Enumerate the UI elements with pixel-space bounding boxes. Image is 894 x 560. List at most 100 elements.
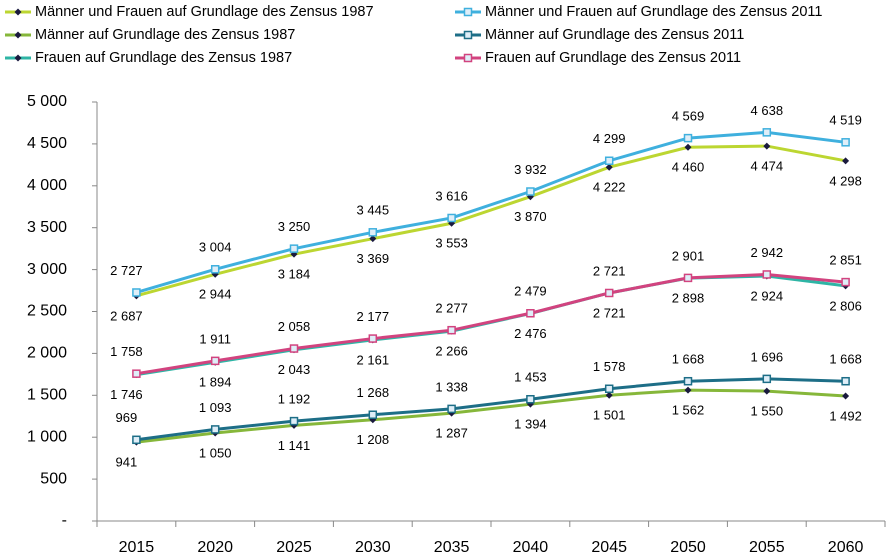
- value-label: 4 474: [751, 159, 784, 174]
- legend-marker: [463, 53, 473, 63]
- legend-marker: [14, 8, 22, 16]
- point: [762, 128, 772, 137]
- y-tick-label: 2 000: [27, 345, 67, 362]
- point: [683, 133, 693, 143]
- point: [842, 157, 850, 165]
- value-label: 1 492: [829, 408, 862, 423]
- value-label: 2 177: [357, 309, 390, 324]
- point: [132, 369, 141, 378]
- point: [604, 156, 614, 165]
- legend-label: Männer auf Grundlage des Zensus 2011: [485, 27, 744, 43]
- value-label: 3 250: [278, 219, 311, 234]
- point: [132, 435, 141, 445]
- point: [842, 392, 850, 400]
- value-label: 1 268: [357, 385, 390, 400]
- y-tick-label: 1 500: [27, 387, 67, 404]
- legend-label: Männer und Frauen auf Grundlage des Zens…: [35, 4, 374, 20]
- value-label: 1 758: [110, 344, 143, 359]
- point: [526, 394, 535, 404]
- value-label: 4 569: [672, 109, 705, 124]
- point: [447, 213, 456, 223]
- legend-label: Männer auf Grundlage des Zensus 1987: [35, 27, 295, 43]
- point: [210, 425, 220, 434]
- point: [841, 277, 850, 287]
- value-label: 1 550: [751, 404, 784, 419]
- legend-label: Frauen auf Grundlage des Zensus 1987: [35, 50, 292, 66]
- y-tick-label: 3 000: [27, 261, 67, 278]
- y-tick-label: 3 500: [27, 219, 67, 236]
- point: [841, 376, 850, 386]
- point: [683, 273, 693, 283]
- value-label: 2 924: [751, 288, 784, 303]
- y-tick-label: 5 000: [27, 93, 67, 110]
- x-tick-label: 2030: [355, 539, 391, 556]
- series-line: [136, 144, 846, 298]
- value-label: 2 721: [593, 263, 626, 278]
- series-line: [135, 130, 846, 294]
- point: [526, 187, 535, 196]
- value-label: 1 453: [514, 370, 547, 385]
- series-line: [136, 274, 846, 377]
- value-label: 1 696: [751, 349, 784, 364]
- value-label: 1 050: [199, 445, 232, 460]
- value-label: 1 668: [672, 352, 705, 367]
- value-label: 2 898: [672, 291, 705, 306]
- value-label: 3 553: [435, 236, 468, 251]
- value-label: 1 578: [593, 359, 626, 374]
- value-label: 4 222: [593, 180, 626, 195]
- value-label: 4 298: [829, 173, 862, 188]
- series-line: [136, 272, 846, 376]
- point: [210, 265, 220, 274]
- y-tick-label: 2 500: [27, 303, 67, 320]
- y-tick-label: 4 000: [27, 177, 67, 194]
- point: [605, 391, 613, 399]
- value-label: 1 141: [278, 438, 311, 453]
- value-label: 2 806: [829, 298, 862, 313]
- x-tick-label: 2020: [197, 539, 233, 556]
- value-label: 1 562: [672, 403, 705, 418]
- value-label: 1 668: [829, 352, 862, 367]
- value-label: 2 476: [514, 326, 547, 341]
- legend-marker: [14, 31, 22, 39]
- x-tick-label: 2040: [513, 539, 549, 556]
- x-tick-label: 2015: [119, 539, 155, 556]
- value-label: 1 746: [110, 387, 143, 402]
- point: [526, 309, 535, 318]
- value-label: 1 911: [199, 331, 231, 346]
- point: [289, 244, 299, 253]
- value-label: 2 058: [278, 319, 311, 334]
- value-label: 2 161: [357, 352, 390, 367]
- point: [447, 325, 456, 335]
- point: [447, 404, 456, 414]
- value-label: 2 687: [110, 308, 143, 323]
- point: [369, 235, 377, 243]
- point: [368, 228, 378, 237]
- value-label: 1 894: [199, 375, 232, 390]
- value-label: 3 445: [357, 203, 390, 218]
- value-label: 2 727: [110, 263, 143, 278]
- point: [604, 384, 614, 394]
- value-label: 2 944: [199, 287, 232, 302]
- value-label: 2 942: [751, 245, 784, 260]
- value-label: 4 638: [751, 103, 784, 118]
- legend-marker: [463, 7, 473, 17]
- legend-label: Frauen auf Grundlage des Zensus 2011: [485, 50, 741, 66]
- value-label: 3 616: [435, 188, 468, 203]
- value-label: 3 184: [278, 267, 311, 282]
- value-label: 3 932: [514, 162, 547, 177]
- point: [763, 142, 771, 150]
- value-label: 941: [116, 455, 138, 470]
- point: [132, 288, 141, 297]
- value-label: 2 851: [829, 253, 862, 268]
- point: [368, 410, 378, 419]
- point: [210, 356, 220, 366]
- point: [841, 138, 850, 147]
- point: [762, 374, 772, 384]
- value-label: 2 277: [435, 301, 468, 316]
- x-tick-label: 2060: [828, 539, 864, 556]
- value-label: 4 299: [593, 131, 626, 146]
- point: [684, 386, 692, 394]
- value-label: 1 287: [435, 426, 468, 441]
- series-line: [136, 377, 846, 442]
